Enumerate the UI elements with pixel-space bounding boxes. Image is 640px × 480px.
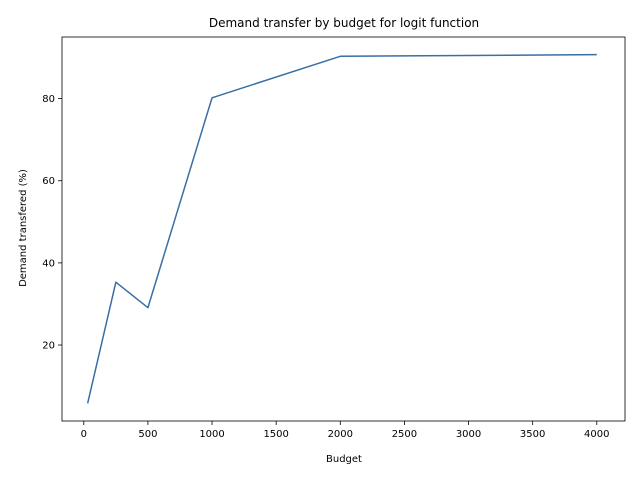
x-tick-label: 2000	[328, 429, 353, 440]
y-tick-label: 60	[42, 176, 55, 187]
series-line	[86, 53, 597, 404]
y-tick-label: 80	[42, 94, 55, 105]
x-tick-label: 4000	[584, 429, 609, 440]
x-tick-label: 500	[138, 429, 157, 440]
chart-title: Demand transfer by budget for logit func…	[209, 16, 479, 30]
plot-area	[86, 53, 597, 404]
y-axis: 20 40 60 80	[42, 94, 62, 352]
x-tick-label: 3000	[456, 429, 481, 440]
y-tick-label: 20	[42, 341, 55, 352]
y-axis-label: Demand transfered (%)	[18, 169, 29, 287]
y-tick-label: 40	[42, 258, 55, 269]
x-tick-label: 1500	[263, 429, 288, 440]
x-tick-label: 0	[81, 429, 87, 440]
plot-frame	[61, 36, 626, 422]
x-tick-label: 1000	[199, 429, 224, 440]
x-axis-label: Budget	[326, 454, 362, 465]
x-tick-label: 2500	[392, 429, 417, 440]
x-tick-label: 3500	[520, 429, 545, 440]
x-axis: 0 500 1000 1500 2000 2500 3000 3500 4000	[81, 421, 610, 440]
